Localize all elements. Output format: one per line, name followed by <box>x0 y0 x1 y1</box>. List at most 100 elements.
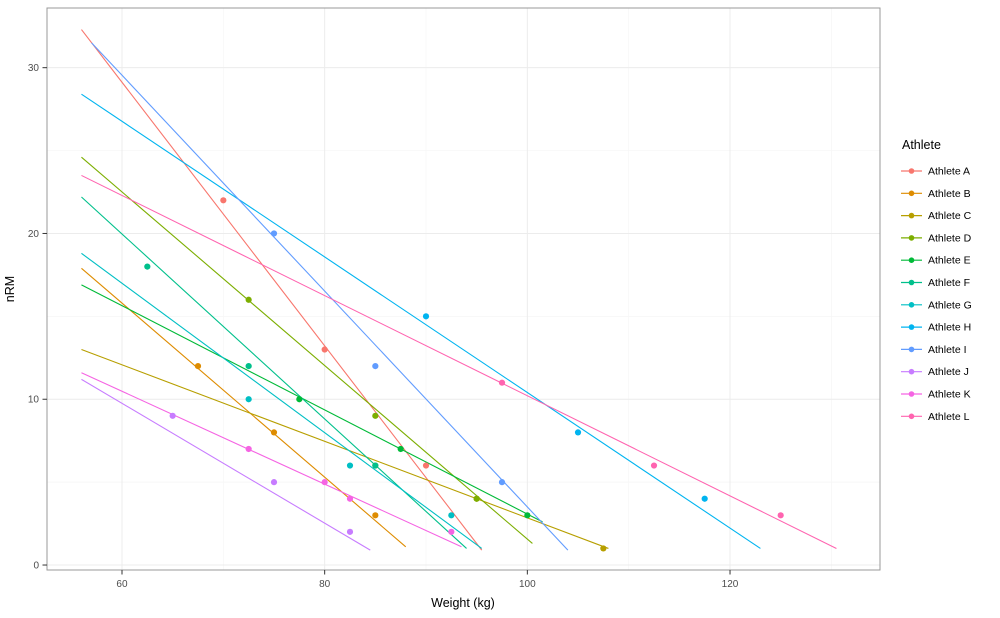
data-point-athlete-f <box>372 462 379 469</box>
legend-item-label: Athlete G <box>928 299 972 311</box>
legend-item-athlete-i: Athlete I <box>901 344 967 356</box>
legend: Athlete A Athlete B Athlete C Athlete D Athl… <box>901 166 972 423</box>
data-point-athlete-a <box>220 197 227 204</box>
axis-tick-labels: 60 80 100 120 0 10 20 30 <box>28 63 739 590</box>
x-axis-tick-label: 80 <box>319 579 331 590</box>
legend-item-label: Athlete L <box>928 411 970 423</box>
data-point-athlete-i <box>372 362 379 370</box>
y-axis-tick-label: 30 <box>28 63 40 74</box>
y-axis-tick-label: 0 <box>33 561 39 572</box>
legend-key-point <box>908 168 915 174</box>
legend-key-point <box>908 302 915 308</box>
legend-item-label: Athlete H <box>928 322 971 334</box>
legend-item-athlete-d: Athlete D <box>901 232 972 244</box>
trend-line-athlete-h <box>81 93 761 549</box>
x-axis-tick-label: 120 <box>722 579 739 590</box>
data-point-athlete-k <box>245 445 252 453</box>
data-point-athlete-k <box>448 528 455 535</box>
legend-item-athlete-c: Athlete C <box>901 210 972 222</box>
y-axis-tick-label: 20 <box>28 229 40 240</box>
legend-key-point <box>908 413 915 420</box>
data-point-athlete-k <box>321 479 328 486</box>
data-point-athlete-l <box>777 512 784 519</box>
legend-key-point <box>908 368 915 375</box>
legend-key-point <box>908 279 915 286</box>
legend-title: Athlete <box>902 138 941 152</box>
trend-line-athlete-l <box>81 174 837 549</box>
plot-panel-background <box>47 8 880 570</box>
data-point-athlete-k <box>346 495 354 502</box>
plot-panel-border <box>46 7 881 571</box>
legend-item-label: Athlete K <box>928 389 971 401</box>
legend-item-label: Athlete D <box>928 232 972 244</box>
data-point-athlete-f <box>245 362 252 370</box>
legend-item-athlete-a: Athlete A <box>901 166 970 178</box>
data-point-athlete-a <box>422 462 430 469</box>
legend-item-athlete-j: Athlete J <box>901 366 969 378</box>
legend-key-point <box>908 257 915 264</box>
legend-key-point <box>908 190 915 197</box>
y-axis-title: nRM <box>3 276 17 302</box>
legend-item-athlete-l: Athlete L <box>901 411 970 423</box>
legend-item-label: Athlete F <box>928 277 970 289</box>
y-axis-tick-label: 10 <box>28 395 40 406</box>
data-point-athlete-b <box>270 429 278 436</box>
trend-line-athlete-k <box>81 372 462 548</box>
data-point-athlete-f <box>144 263 151 270</box>
data-point-athlete-e <box>397 445 404 453</box>
data-point-athlete-g <box>245 396 252 403</box>
trend-line-athlete-d <box>81 156 533 544</box>
legend-item-athlete-b: Athlete B <box>901 188 971 200</box>
trend-line-athlete-a <box>81 29 483 551</box>
legend-key-point <box>908 212 915 219</box>
legend-key-point <box>908 324 915 330</box>
trend-line-athlete-i <box>91 42 569 551</box>
data-point-athlete-b <box>372 512 379 519</box>
data-point-athlete-c <box>600 545 607 552</box>
legend-item-label: Athlete I <box>928 344 967 356</box>
x-axis-tick-label: 60 <box>116 579 128 590</box>
x-axis-tick-label: 100 <box>519 579 536 590</box>
data-point-athlete-l <box>650 462 658 469</box>
legend-item-label: Athlete E <box>928 255 971 267</box>
data-point-athlete-e <box>524 512 531 519</box>
data-point-athlete-h <box>422 313 430 320</box>
data-point-athlete-h <box>574 429 582 436</box>
legend-item-athlete-h: Athlete H <box>901 322 971 334</box>
grid-major-lines <box>47 8 880 570</box>
axis-tick-marks <box>42 67 731 575</box>
legend-key-point <box>908 235 915 241</box>
legend-item-athlete-g: Athlete G <box>901 299 972 311</box>
legend-item-label: Athlete B <box>928 188 971 200</box>
data-point-athlete-i <box>498 479 506 486</box>
data-point-athlete-h <box>701 495 708 502</box>
data-point-athlete-g <box>448 512 455 519</box>
data-point-athlete-d <box>245 296 252 303</box>
legend-item-athlete-f: Athlete F <box>901 277 970 289</box>
legend-item-label: Athlete J <box>928 366 969 378</box>
data-point-athlete-j <box>169 412 176 419</box>
data-point-athlete-j <box>346 528 354 535</box>
legend-item-athlete-e: Athlete E <box>901 255 971 267</box>
data-point-athlete-b <box>194 362 202 370</box>
x-axis-title: Weight (kg) <box>431 596 495 610</box>
data-point-athlete-g <box>346 462 354 469</box>
data-point-athlete-j <box>270 479 278 486</box>
data-point-athlete-l <box>498 379 506 386</box>
data-point-athlete-i <box>270 230 278 237</box>
trend-line-athlete-c <box>81 348 609 549</box>
data-point-athlete-a <box>321 346 328 353</box>
trend-line-athlete-j <box>81 378 371 551</box>
data-point-athlete-e <box>296 396 303 403</box>
legend-item-label: Athlete A <box>928 166 970 178</box>
data-point-athlete-d <box>473 495 480 502</box>
legend-key-point <box>908 391 915 397</box>
series-trend-lines <box>81 29 837 551</box>
grid-minor-lines <box>47 8 880 570</box>
legend-item-athlete-k: Athlete K <box>901 389 971 401</box>
trend-line-athlete-g <box>81 252 483 549</box>
legend-key-point <box>908 346 915 353</box>
trend-line-athlete-e <box>81 284 543 523</box>
